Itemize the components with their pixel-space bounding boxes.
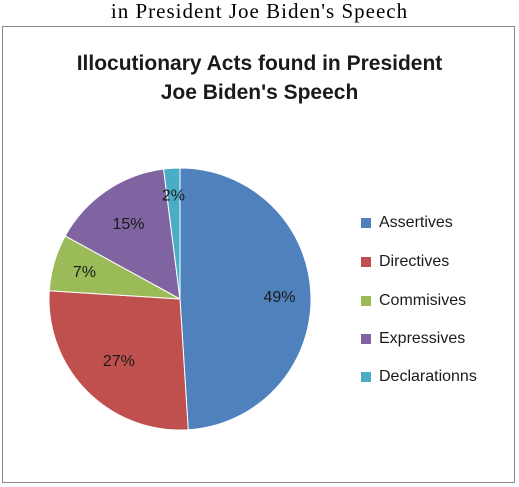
legend-item-assertives: Assertives bbox=[361, 213, 519, 233]
legend-item-declarations: Declarationns bbox=[361, 367, 519, 387]
legend-swatch-declarations bbox=[361, 372, 371, 382]
data-label-directives: 27% bbox=[103, 353, 135, 370]
pie-slice-expressives bbox=[64, 168, 181, 300]
legend-item-expressives: Expressives bbox=[361, 329, 519, 349]
pie-chart: 49% 27% 7% 15% 2% bbox=[48, 167, 312, 431]
pie-slices bbox=[48, 167, 312, 431]
chart-title-line-1: Illocutionary Acts found in President bbox=[76, 52, 443, 75]
pie-slice-directives bbox=[48, 290, 189, 431]
legend-label-assertives: Assertives bbox=[379, 214, 453, 231]
legend-label-expressives: Expressives bbox=[379, 330, 466, 347]
pie-data-labels: 49% 27% 7% 15% 2% bbox=[73, 187, 296, 370]
legend-label-commisives: Commisives bbox=[379, 292, 467, 309]
legend-label-declarations: Declarationns bbox=[379, 368, 477, 385]
data-label-assertives: 49% bbox=[263, 289, 295, 306]
data-label-commisives: 7% bbox=[73, 264, 96, 281]
legend-swatch-commisives bbox=[361, 296, 371, 306]
figure-caption: in President Joe Biden's Speech bbox=[110, 0, 409, 23]
legend-item-directives: Directives bbox=[361, 252, 519, 272]
legend-swatch-directives bbox=[361, 257, 371, 267]
chart-title-line-2: Joe Biden's Speech bbox=[160, 81, 359, 104]
legend-swatch-expressives bbox=[361, 334, 371, 344]
legend-label-directives: Directives bbox=[379, 253, 450, 270]
chart-frame: Illocutionary Acts found in President Jo… bbox=[2, 26, 515, 483]
chart-title: Illocutionary Acts found in President Jo… bbox=[3, 49, 516, 107]
legend-item-commisives: Commisives bbox=[361, 291, 519, 311]
data-label-expressives: 15% bbox=[112, 216, 144, 233]
pie-slice-assertives bbox=[179, 167, 312, 431]
legend-swatch-assertives bbox=[361, 218, 371, 228]
pie-slice-declarationns bbox=[163, 167, 181, 300]
data-label-declarationns: 2% bbox=[162, 187, 185, 204]
